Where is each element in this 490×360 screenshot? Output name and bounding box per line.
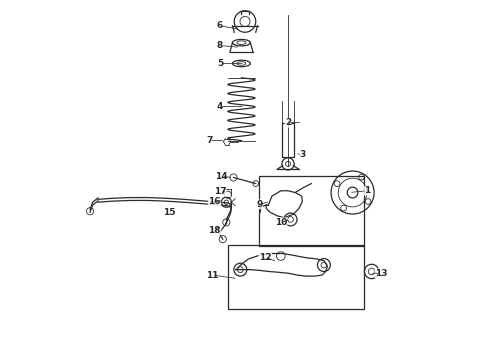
Text: 9: 9: [256, 200, 263, 209]
Text: 15: 15: [164, 208, 176, 217]
Text: 3: 3: [299, 150, 305, 159]
Bar: [259, 176, 365, 246]
Text: 7: 7: [206, 136, 212, 145]
Text: 8: 8: [217, 41, 223, 50]
Text: 6: 6: [217, 21, 223, 30]
Text: 14: 14: [215, 172, 227, 181]
Text: 18: 18: [208, 226, 221, 235]
Bar: [228, 244, 365, 309]
Text: 12: 12: [259, 253, 271, 262]
Text: 5: 5: [217, 59, 223, 68]
Text: 1: 1: [364, 186, 370, 195]
Text: 11: 11: [206, 270, 218, 279]
Text: 10: 10: [275, 218, 287, 227]
Text: 16: 16: [208, 197, 221, 206]
Text: 2: 2: [285, 118, 291, 127]
Bar: [282, 123, 294, 157]
Text: 4: 4: [217, 102, 223, 111]
Text: 17: 17: [214, 187, 226, 196]
Text: 13: 13: [375, 269, 388, 278]
